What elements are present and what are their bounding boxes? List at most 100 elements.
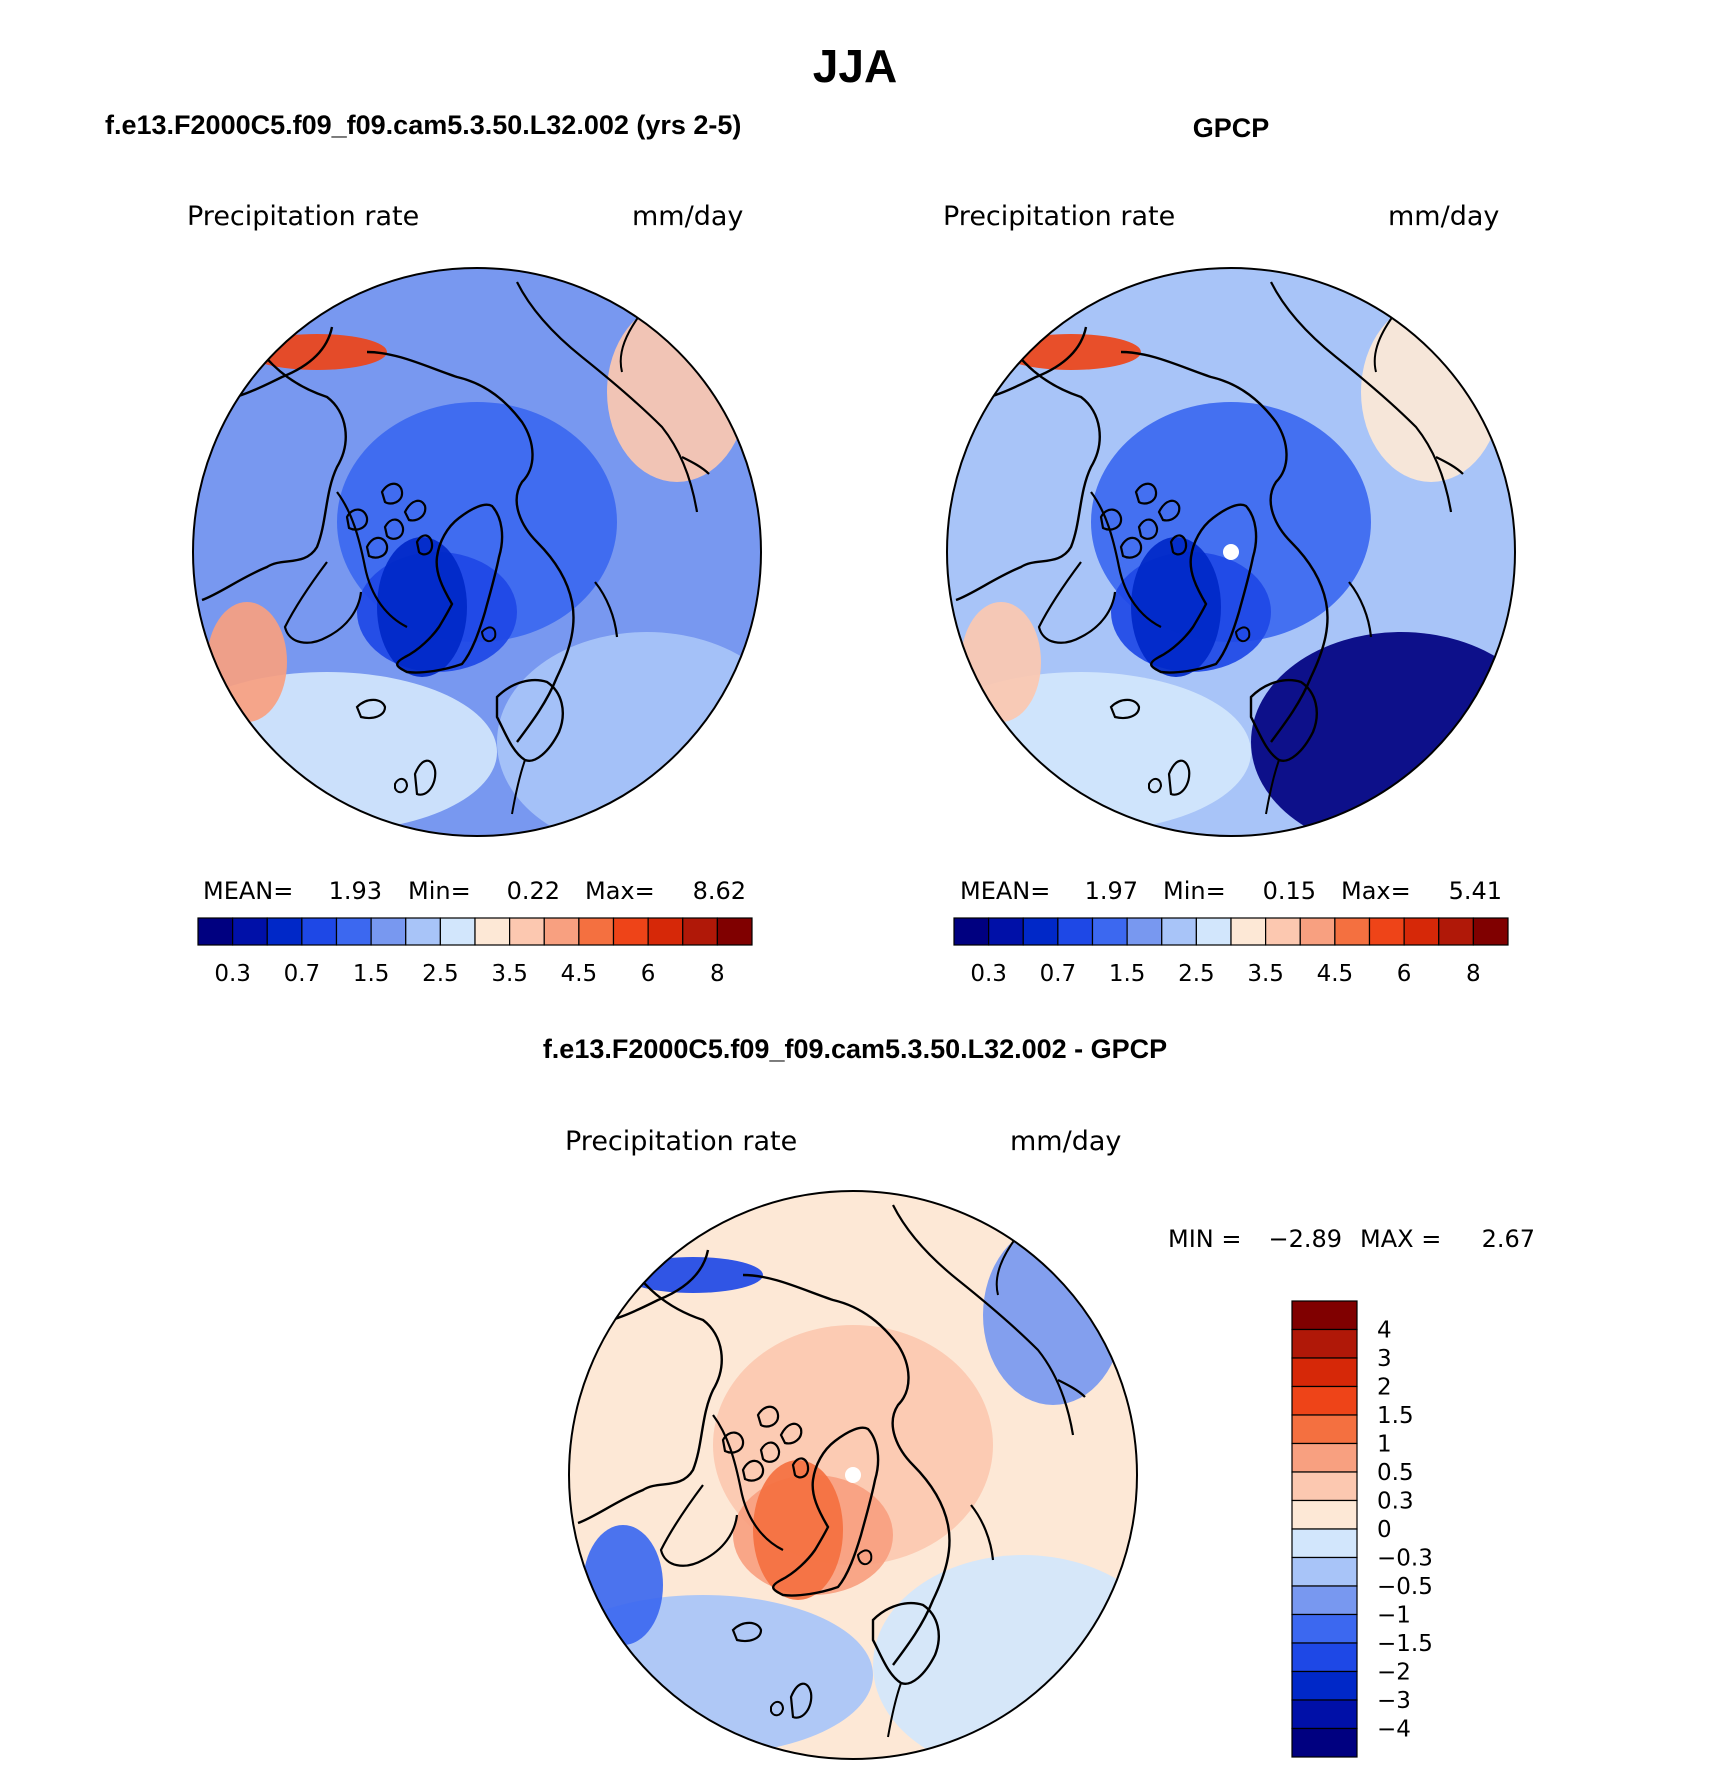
colorbar-diff-swatch-9 [1291, 1528, 1358, 1559]
colorbar-model-swatch-7 [405, 917, 441, 946]
colorbar-model-label: 8 [710, 961, 725, 987]
colorbar-diff-swatch-8 [1291, 1499, 1358, 1530]
precip-zone-obs-3 [1131, 537, 1221, 677]
colorbar-model-swatch-10 [509, 917, 545, 946]
colorbar-obs-label: 0.7 [1040, 961, 1077, 987]
colorbar-obs-swatch-3 [1022, 917, 1059, 946]
colorbar-diff-swatch-15 [1291, 1699, 1358, 1730]
colorbar-model: 0.3 0.7 1.5 2.5 3.5 4.5 6 8 [197, 917, 753, 987]
precip-zone-diff-6 [983, 1225, 1123, 1405]
stat-max-label-obs: Max= [1341, 877, 1411, 905]
stat-min-diff: −2.89 [1268, 1225, 1342, 1253]
colorbar-obs-swatch-6 [1126, 917, 1163, 946]
colorbar-obs-swatch-7 [1161, 917, 1197, 946]
colorbar-model-label: 6 [641, 961, 656, 987]
precip-zone-model-5 [193, 672, 497, 832]
map-outline-diff [568, 1190, 1138, 1760]
colorbar-diff-swatch-6 [1291, 1442, 1358, 1473]
colorbar-diff-label: 0.5 [1377, 1460, 1414, 1486]
colorbar-obs-label: 6 [1397, 961, 1412, 987]
colorbar-diff-label: −2 [1377, 1660, 1411, 1686]
precip-zone-diff-7 [583, 1525, 663, 1645]
units-label-obs: mm/day [1388, 201, 1499, 232]
precip-zone-diff-8 [623, 1257, 763, 1293]
precip-zone-obs-8 [1001, 334, 1141, 370]
colorbar-diff-label: −3 [1377, 1688, 1411, 1714]
colorbar-model-swatch-12 [578, 917, 615, 946]
colorbar-model-swatch-2 [232, 917, 268, 946]
colorbar-diff-swatch-12 [1291, 1613, 1358, 1644]
colorbar-model-label: 3.5 [491, 961, 528, 987]
colorbar-obs-label: 0.3 [970, 961, 1007, 987]
stat-mean-model: 1.93 [329, 877, 382, 905]
stat-mean-label-model: MEAN= [203, 877, 293, 905]
colorbar-obs: 0.3 0.7 1.5 2.5 3.5 4.5 6 8 [953, 917, 1509, 987]
colorbar-diff-swatch-2 [1291, 1328, 1358, 1359]
colorbar-model-label: 0.3 [214, 961, 251, 987]
colorbar-diff-label: −0.3 [1377, 1546, 1433, 1572]
units-label-model: mm/day [632, 201, 743, 232]
colorbar-diff-label: 2 [1377, 1375, 1392, 1401]
colorbar-obs-swatch-13 [1368, 917, 1405, 946]
colorbar-obs-swatch-4 [1057, 917, 1094, 946]
colorbar-obs-label: 4.5 [1317, 961, 1354, 987]
colorbar-model-swatch-14 [647, 917, 684, 946]
precip-zone-obs-4 [1251, 632, 1515, 836]
colorbar-model-swatch-1 [197, 917, 234, 946]
colorbar-obs-label: 3.5 [1247, 961, 1284, 987]
stat-max-obs: 5.41 [1449, 877, 1502, 905]
precip-zone-model-4 [497, 632, 761, 836]
colorbar-model-swatch-13 [612, 917, 649, 946]
colorbar-obs-swatch-8 [1195, 917, 1232, 946]
colorbar-obs-swatch-16 [1472, 917, 1509, 946]
map-model [193, 268, 761, 836]
colorbar-diff-label: 0 [1377, 1517, 1392, 1543]
panel-title-obs: GPCP [1193, 113, 1270, 143]
colorbar-obs-swatch-2 [988, 917, 1024, 946]
precip-zone-obs-7 [961, 602, 1041, 722]
precip-zone-model-6 [607, 302, 747, 482]
colorbar-obs-label: 1.5 [1109, 961, 1146, 987]
precip-zone-model-8 [247, 334, 387, 370]
colorbar-diff-swatch-10 [1291, 1556, 1358, 1587]
map-outline-obs [946, 267, 1516, 837]
stat-min-label-obs: Min= [1163, 877, 1226, 905]
colorbar-diff-swatch-11 [1291, 1585, 1358, 1616]
stat-min-label-diff: MIN = [1168, 1225, 1241, 1253]
variable-label-model: Precipitation rate [187, 201, 419, 232]
colorbar-obs-swatch-10 [1265, 917, 1301, 946]
colorbar-obs-swatch-1 [953, 917, 990, 946]
colorbar-model-label: 4.5 [561, 961, 598, 987]
colorbar-diff-swatch-16 [1291, 1727, 1358, 1758]
colorbar-model-swatch-6 [370, 917, 407, 946]
colorbar-obs-swatch-5 [1091, 917, 1128, 946]
colorbar-diff-label: −1.5 [1377, 1631, 1433, 1657]
precip-zone-diff-3 [753, 1460, 843, 1600]
stats-obs: MEAN= 1.97 Min= 0.15 Max= 5.41 [960, 877, 1502, 905]
colorbar-obs-swatch-12 [1334, 917, 1371, 946]
map-obs [947, 268, 1515, 836]
stat-max-label-model: Max= [585, 877, 655, 905]
colorbar-model-label: 0.7 [284, 961, 321, 987]
colorbar-diff-swatch-1 [1291, 1300, 1358, 1331]
panel-title-model: f.e13.F2000C5.f09_f09.cam5.3.50.L32.002 … [105, 110, 741, 140]
panel-title-diff: f.e13.F2000C5.f09_f09.cam5.3.50.L32.002 … [543, 1034, 1167, 1064]
stat-mean-obs: 1.97 [1085, 877, 1138, 905]
colorbar-obs-swatch-14 [1403, 917, 1440, 946]
colorbar-model-swatch-16 [716, 917, 753, 946]
colorbar-diff-swatch-14 [1291, 1670, 1358, 1701]
precip-zone-obs-6 [1361, 302, 1501, 482]
colorbar-diff-swatch-13 [1291, 1642, 1358, 1673]
colorbar-diff-label: −4 [1377, 1717, 1411, 1743]
stat-min-obs: 0.15 [1263, 877, 1316, 905]
precip-zone-model-3 [377, 537, 467, 677]
colorbar-diff-label: 0.3 [1377, 1489, 1414, 1515]
colorbar-model-label: 1.5 [353, 961, 390, 987]
colorbar-obs-swatch-15 [1438, 917, 1474, 946]
colorbar-diff-swatch-4 [1291, 1385, 1358, 1416]
colorbar-model-swatch-5 [335, 917, 372, 946]
pole-marker-diff [845, 1467, 861, 1483]
units-label-diff: mm/day [1010, 1126, 1121, 1157]
precip-zone-model-7 [207, 602, 287, 722]
